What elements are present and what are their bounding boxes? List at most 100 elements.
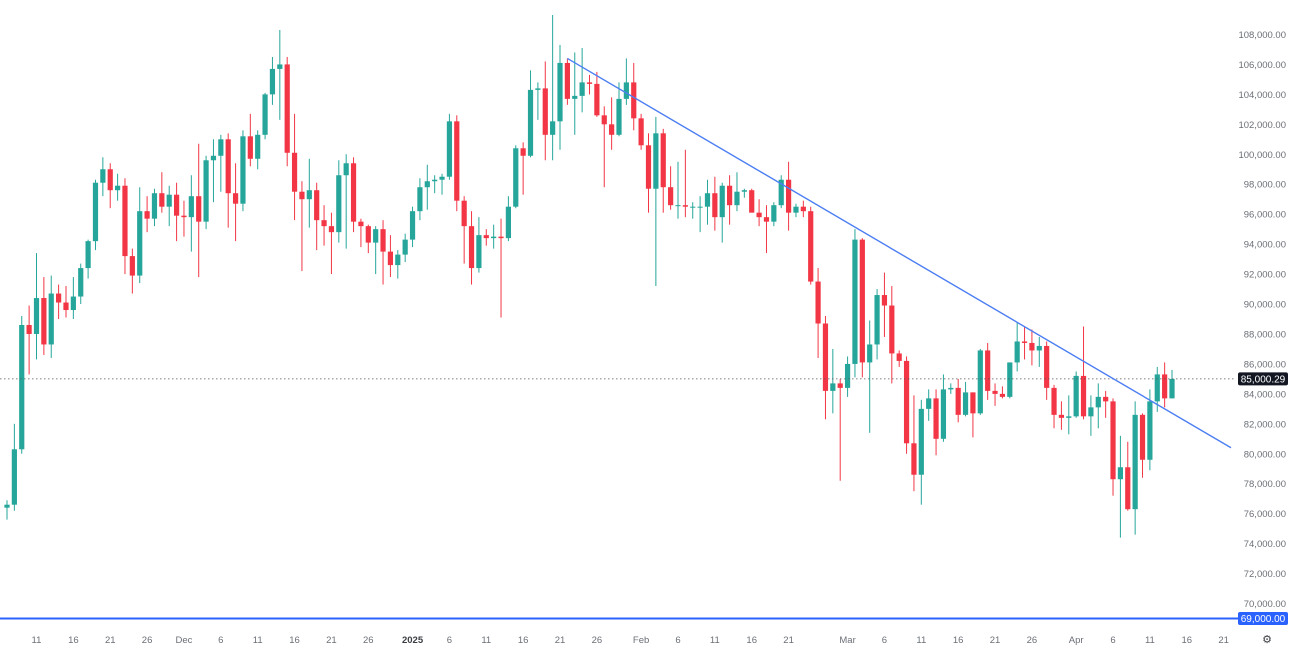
candle-up xyxy=(166,185,172,227)
candle-body xyxy=(586,82,593,84)
candle-body xyxy=(822,323,829,391)
candle-body xyxy=(631,82,637,119)
settings-gear-icon[interactable]: ⚙ xyxy=(1262,633,1272,646)
candle-down xyxy=(63,286,69,318)
candle-up xyxy=(92,179,99,251)
candle-up xyxy=(948,383,954,394)
candle-body xyxy=(911,443,917,475)
price-tick-label: 98,000.00 xyxy=(1244,180,1286,191)
price-tick-label: 96,000.00 xyxy=(1244,210,1286,221)
time-tick-label: 11 xyxy=(710,635,720,646)
candle-body xyxy=(343,163,349,176)
candle-up xyxy=(926,389,932,421)
price-tick-label: 94,000.00 xyxy=(1244,240,1286,251)
candle-down xyxy=(999,386,1006,399)
candle-down xyxy=(173,182,180,242)
candle-body xyxy=(468,226,475,269)
candle-body xyxy=(159,193,165,207)
candle-down xyxy=(815,268,821,358)
candle-body xyxy=(940,389,947,439)
candle-body xyxy=(749,190,755,213)
candles xyxy=(4,15,1175,538)
time-tick-label: 11 xyxy=(916,635,926,646)
candle-up xyxy=(48,275,54,358)
candle-down xyxy=(1103,390,1109,418)
price-tick-label: 92,000.00 xyxy=(1244,270,1286,281)
candle-body xyxy=(33,298,40,334)
candle-body xyxy=(520,148,526,156)
candle-body xyxy=(682,205,688,207)
candle-body xyxy=(1095,396,1101,408)
candle-down xyxy=(247,113,253,167)
time-tick-label: 16 xyxy=(518,635,529,646)
candle-up xyxy=(19,316,25,454)
candle-up xyxy=(78,263,84,305)
candle-body xyxy=(756,212,762,218)
candle-up xyxy=(11,423,17,511)
candle-body xyxy=(712,193,718,218)
price-tick-label: 100,000.00 xyxy=(1238,150,1286,161)
candle-body xyxy=(107,169,113,191)
downtrend-line xyxy=(567,57,1232,449)
candle-down xyxy=(520,142,526,195)
candle-down xyxy=(638,113,644,150)
candle-up xyxy=(210,139,217,203)
candle-body xyxy=(564,62,570,99)
candle-body xyxy=(638,118,644,146)
time-tick-label: 26 xyxy=(363,635,374,646)
candle-body xyxy=(476,235,482,269)
candle-body xyxy=(417,187,423,212)
candle-down xyxy=(645,133,652,213)
candle-up xyxy=(557,44,563,150)
candle-up xyxy=(697,196,703,233)
candle-down xyxy=(970,392,976,438)
candle-body xyxy=(232,193,239,204)
price-tick-label: 106,000.00 xyxy=(1238,60,1286,71)
candle-down xyxy=(225,133,231,228)
candle-body xyxy=(933,398,939,439)
candle-up xyxy=(844,356,851,397)
candle-up xyxy=(579,47,585,113)
candle-up xyxy=(395,250,401,279)
time-tick-label: 11 xyxy=(481,635,491,646)
candle-body xyxy=(56,293,62,303)
candle-body xyxy=(815,281,821,324)
candle-down xyxy=(601,106,607,188)
candle-body xyxy=(409,211,416,240)
time-tick-label: 11 xyxy=(253,635,263,646)
candle-body xyxy=(4,504,10,508)
candle-body xyxy=(623,82,629,99)
candle-up xyxy=(137,187,143,284)
price-tick-label: 86,000.00 xyxy=(1244,359,1286,370)
time-tick-label: 16 xyxy=(1181,635,1192,646)
candle-down xyxy=(159,172,165,213)
candle-up xyxy=(771,202,777,227)
drawing-lines xyxy=(0,57,1238,620)
candle-up xyxy=(1088,395,1094,436)
candle-down xyxy=(468,211,475,285)
candle-body xyxy=(395,254,401,266)
candle-up xyxy=(1066,395,1072,435)
candle-down xyxy=(26,305,32,375)
candle-body xyxy=(432,179,438,182)
candle-up xyxy=(100,157,106,197)
candle-up xyxy=(336,160,342,243)
candle-body xyxy=(19,324,25,450)
candle-body xyxy=(328,226,335,233)
candle-body xyxy=(505,206,511,239)
candle-up xyxy=(151,188,158,227)
time-tick-label: 6 xyxy=(675,635,680,646)
candle-body xyxy=(336,175,342,233)
candle-body xyxy=(166,194,172,207)
candle-down xyxy=(181,200,187,237)
candle-body xyxy=(439,176,445,180)
candle-down xyxy=(985,342,991,400)
time-tick-label: Mar xyxy=(839,635,855,646)
candle-down xyxy=(586,74,593,95)
candle-body xyxy=(970,392,976,414)
candle-down xyxy=(609,97,615,150)
candle-up xyxy=(550,15,556,161)
candle-down xyxy=(1162,362,1168,408)
candle-body xyxy=(291,152,298,192)
